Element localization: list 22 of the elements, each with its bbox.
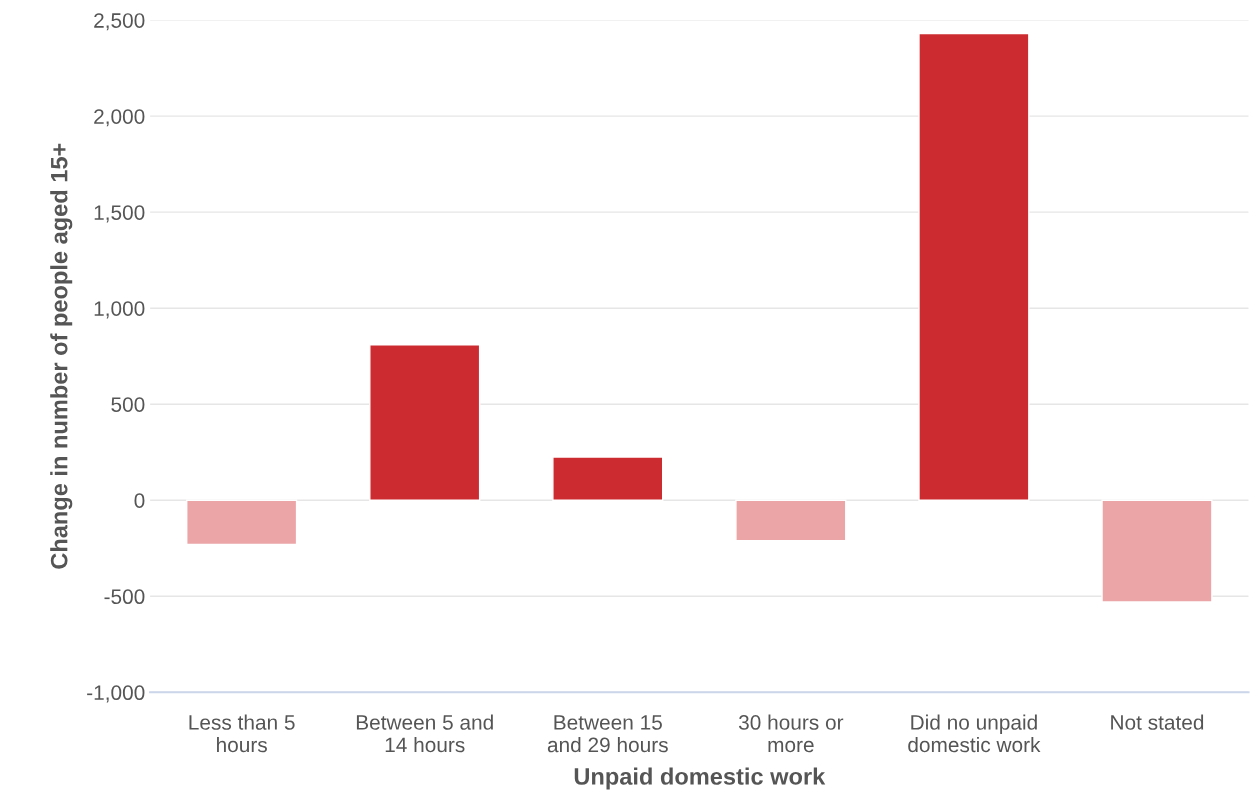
x-tick-label: Did no unpaid domestic work: [908, 714, 1041, 753]
x-axis-title: Unpaid domestic work: [574, 767, 826, 790]
bar: [369, 343, 481, 501]
x-tick-label: Between 15 and 29 hours: [547, 715, 668, 753]
y-tick-label: -500: [104, 589, 145, 605]
y-axis-title: Change in number of people aged 15+: [50, 143, 73, 569]
y-tick-label: 0: [134, 493, 145, 508]
y-tick-label: 500: [111, 397, 145, 412]
bar: [186, 499, 298, 546]
x-tick-label: Not stated: [1111, 714, 1204, 730]
bar: [918, 32, 1030, 501]
y-tick-label: 1,000: [94, 301, 145, 319]
bar: [735, 499, 847, 542]
bar: [1101, 499, 1213, 603]
y-tick-label: -1,000: [87, 685, 145, 703]
y-tick-label: 2,000: [94, 109, 145, 127]
x-tick-label: Between 5 and 14 hours: [356, 714, 493, 753]
x-tick-label: 30 hours or more: [738, 714, 844, 753]
y-tick-label: 2,500: [94, 13, 145, 31]
bar: [552, 456, 664, 501]
y-tick-label: 1,500: [94, 205, 145, 223]
x-tick-label: Less than 5 hours: [189, 714, 295, 753]
